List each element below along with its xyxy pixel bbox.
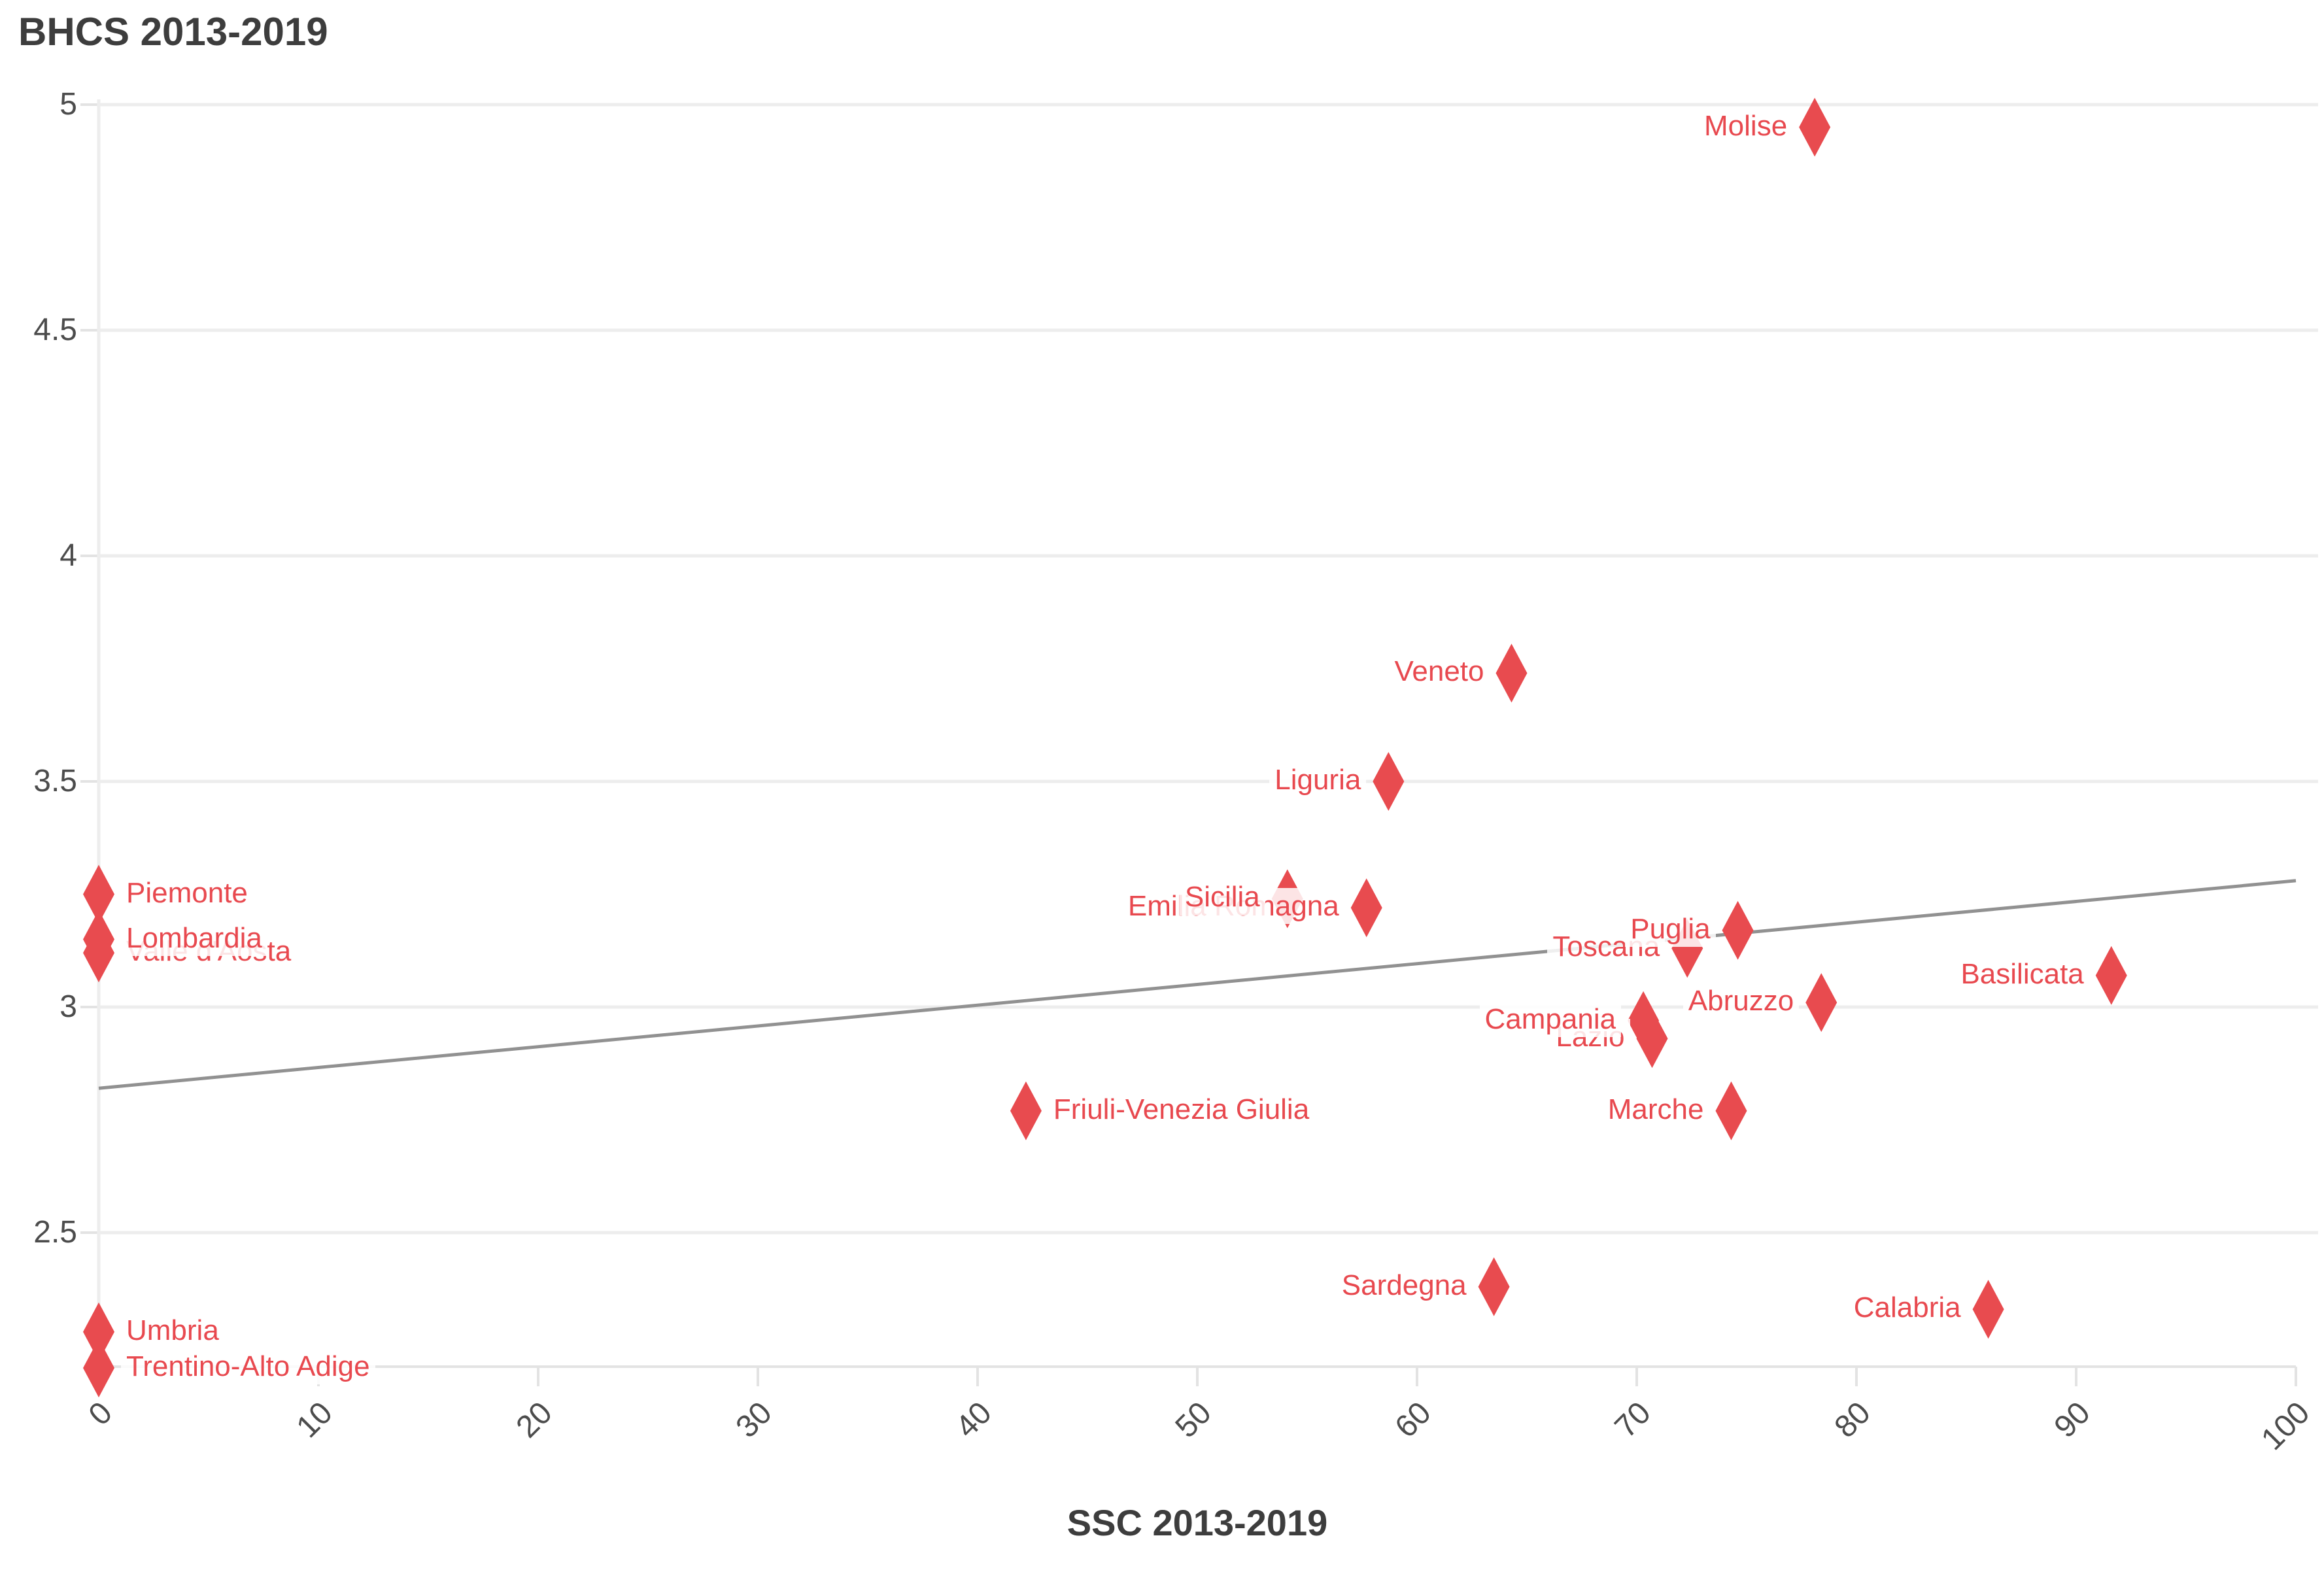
chart-title: BHCS 2013-2019 (18, 10, 328, 54)
y-tick-label: 4.5 (33, 313, 77, 347)
point-label-friuli-venezia-giulia[interactable]: Friuli-Venezia Giulia (1048, 1091, 1315, 1127)
point-label-puglia[interactable]: Puglia (1625, 910, 1716, 947)
x-tick-label: 100 (2255, 1395, 2317, 1457)
x-tick-label: 40 (949, 1395, 999, 1445)
trend-line (98, 879, 2297, 1090)
y-tick-label: 3.5 (33, 764, 77, 798)
point-label-piemonte[interactable]: Piemonte (121, 874, 253, 911)
data-point-marker-basilicata[interactable] (2095, 946, 2127, 1005)
point-label-sicilia[interactable]: Sicilia (1179, 879, 1265, 915)
y-tick-label: 2.5 (33, 1215, 77, 1250)
x-axis-title: SSC 2013-2019 (1067, 1502, 1328, 1543)
data-point-marker-marche[interactable] (1715, 1081, 1747, 1140)
y-tick-label: 3 (60, 989, 77, 1024)
point-label-calabria[interactable]: Calabria (1848, 1290, 1966, 1326)
data-point-marker-calabria[interactable] (1972, 1280, 2004, 1339)
data-point-marker-friuli-venezia-giulia[interactable] (1010, 1081, 1042, 1140)
data-point-marker-veneto[interactable] (1495, 643, 1528, 703)
point-label-trentino-alto-adige[interactable]: Trentino-Alto Adige (121, 1348, 375, 1385)
x-tick-label: 70 (1608, 1395, 1658, 1445)
data-point-marker-trentino-alto-adige[interactable] (83, 1339, 114, 1397)
data-point-marker-liguria[interactable] (1373, 752, 1405, 811)
data-point-marker-abruzzo[interactable] (1805, 973, 1837, 1033)
point-label-abruzzo[interactable]: Abruzzo (1683, 983, 1800, 1019)
x-tick-label: 80 (1828, 1395, 1877, 1445)
point-label-campania[interactable]: Campania (1479, 1000, 1622, 1037)
data-point-marker-lombardia[interactable] (83, 910, 114, 969)
data-point-marker-puglia[interactable] (1722, 900, 1754, 960)
point-label-molise[interactable]: Molise (1699, 107, 1793, 144)
y-tick-label: 5 (60, 87, 77, 122)
data-point-marker-campania[interactable] (1628, 991, 1660, 1050)
x-tick-label: 10 (290, 1395, 339, 1445)
data-point-marker-emilia-romagna[interactable] (1350, 878, 1382, 938)
point-label-lombardia[interactable]: Lombardia (121, 919, 267, 956)
data-point-marker-molise[interactable] (1799, 97, 1831, 157)
y-tick-label: 4 (60, 538, 77, 573)
x-tick-label: 0 (82, 1395, 120, 1433)
x-tick-label: 50 (1169, 1395, 1218, 1445)
data-point-marker-sardegna[interactable] (1478, 1257, 1510, 1316)
point-label-veneto[interactable]: Veneto (1389, 653, 1490, 690)
x-tick-label: 30 (729, 1395, 779, 1445)
x-tick-label: 90 (2047, 1395, 2097, 1445)
point-label-basilicata[interactable]: Basilicata (1955, 955, 2089, 992)
point-label-marche[interactable]: Marche (1602, 1091, 1709, 1127)
x-tick-label: 60 (1388, 1395, 1438, 1445)
x-tick-label: 20 (509, 1395, 559, 1445)
point-label-liguria[interactable]: Liguria (1269, 762, 1367, 798)
point-label-sardegna[interactable]: Sardegna (1336, 1267, 1472, 1304)
data-point-marker-piemonte[interactable] (83, 864, 114, 924)
data-point-marker-umbria[interactable] (83, 1302, 114, 1361)
point-label-umbria[interactable]: Umbria (121, 1312, 224, 1349)
